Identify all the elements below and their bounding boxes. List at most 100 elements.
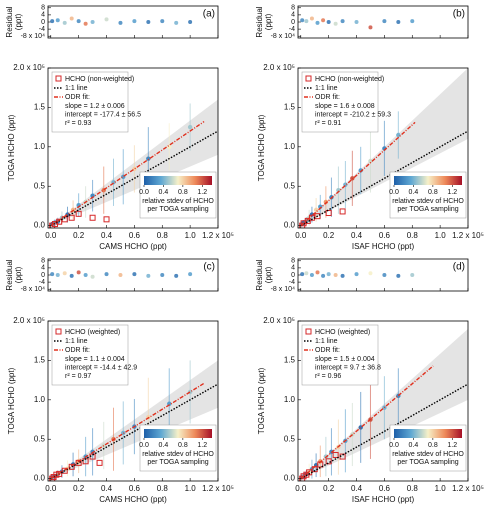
- x-tick-label: 0.0: [295, 484, 307, 493]
- x-tick-label: 0.8: [407, 231, 419, 240]
- y-tick-label: 1.5: [284, 103, 296, 112]
- x-tick-label: 1.0: [435, 484, 447, 493]
- x-tick-label: 0.6: [129, 484, 141, 493]
- residual-tick-label: -4: [39, 26, 45, 33]
- residual-tick-label: 8: [41, 5, 45, 12]
- legend-box: [51, 324, 129, 386]
- colorbar-tick-label: 1.2: [197, 189, 207, 196]
- x-tick-label: 0.8: [157, 231, 169, 240]
- panel: 840-4-8 x 10⁴ Residual (ppt) 0.0 0.2 0.4 0.6 0.…: [5, 5, 234, 251]
- colorbar-label: per TOGA sampling: [397, 459, 458, 466]
- highlight-point: [325, 210, 332, 217]
- x-tick-label: 0.4: [101, 484, 113, 493]
- confidence-band: [300, 68, 468, 226]
- highlight-point: [56, 470, 63, 477]
- residual-point: [354, 20, 359, 24]
- colorbar-tick-label: 0.8: [428, 442, 438, 449]
- residual-point: [188, 20, 193, 24]
- point: [187, 124, 193, 130]
- colorbar-tick-label: 0.4: [409, 442, 419, 449]
- legend-label: HCHO (weighted): [315, 329, 370, 336]
- residual-point: [160, 273, 165, 277]
- legend-box: [51, 71, 129, 133]
- plot-frame: [47, 67, 219, 229]
- residual-tick-label: -4: [289, 26, 295, 33]
- residual-point: [104, 17, 109, 22]
- residual-point: [104, 272, 109, 277]
- residual-tick-label: 0: [41, 272, 45, 279]
- legend-box: [301, 324, 379, 386]
- residual-point: [321, 273, 326, 278]
- residual-point: [174, 20, 179, 25]
- x-tick-label: 1.2 x 10⁵: [202, 231, 234, 240]
- y-tick-label: 0.0: [34, 474, 46, 483]
- colorbar-tick-label: 0.0: [389, 189, 399, 196]
- residual-point: [76, 270, 81, 275]
- y-axis-label: TOGA HCHO (ppt): [7, 114, 16, 181]
- legend-label: HCHO (non-weighted): [315, 76, 384, 83]
- residual-axis-label: (ppt): [14, 266, 23, 283]
- legend-label: 1:1 line: [65, 85, 88, 92]
- y-tick-label: 1.0: [34, 142, 46, 151]
- residual-tick-label: -8 x 10⁴: [21, 286, 45, 293]
- y-tick-label: 0.5: [34, 181, 46, 190]
- residual-point: [309, 16, 314, 21]
- y-tick-label: 0.0: [34, 221, 46, 230]
- residual-point: [76, 19, 81, 24]
- y-tick-label: 1.0: [34, 395, 46, 404]
- legend-marker: [305, 75, 312, 82]
- highlight-point: [325, 458, 332, 465]
- x-axis-label: CAMS HCHO (ppt): [99, 242, 167, 251]
- one-to-one-line: [50, 130, 218, 227]
- residual-point: [321, 18, 326, 23]
- legend-label: ODR fit:: [65, 94, 90, 101]
- residual-tick-label: -8 x 10⁴: [271, 33, 295, 40]
- legend-label: 1:1 line: [315, 85, 338, 92]
- point: [368, 158, 373, 164]
- colorbar-label: relative stdev of HCHO: [392, 198, 464, 205]
- fit-line: [50, 121, 205, 227]
- highlight-point: [89, 214, 96, 221]
- panel: 840-4-8 x 10⁴ Residual (ppt) 0.0 0.2 0.4 0.6 0.…: [255, 258, 484, 504]
- fit-stat: slope = 1.1 ± 0.004: [65, 356, 125, 363]
- residual-tick-label: 4: [291, 12, 295, 19]
- residual-axis-label: (ppt): [14, 13, 23, 30]
- x-tick-label: 0.8: [407, 484, 419, 493]
- legend-label: HCHO (weighted): [65, 329, 120, 336]
- colorbar-label: per TOGA sampling: [397, 206, 458, 213]
- residual-point: [315, 270, 320, 275]
- fit-stat: r² = 0.93: [65, 120, 91, 127]
- fit-stat: intercept = -210.2 ± 59.3: [315, 111, 391, 118]
- y-tick-label: 0.0: [284, 474, 296, 483]
- residual-tick-label: 0: [291, 272, 295, 279]
- legend-marker: [55, 328, 62, 335]
- legend-marker: [305, 328, 312, 335]
- fit-stat: r² = 0.91: [315, 120, 341, 127]
- colorbar-label: per TOGA sampling: [147, 459, 208, 466]
- x-tick-label: 1.2 x 10⁵: [202, 484, 234, 493]
- x-tick-label: 0.4: [101, 231, 113, 240]
- residual-point: [304, 19, 309, 24]
- residual-tick-label: 0: [41, 19, 45, 26]
- x-tick-label: 0.6: [379, 231, 391, 240]
- plot-frame: [47, 320, 219, 482]
- x-tick-label: 0.8: [157, 484, 169, 493]
- colorbar-label: relative stdev of HCHO: [142, 451, 214, 458]
- colorbar-tick-label: 0.8: [178, 442, 188, 449]
- x-tick-label: 0.6: [129, 231, 141, 240]
- legend-label: ODR fit:: [315, 94, 340, 101]
- y-tick-label: 2.0 x 10⁵: [13, 63, 45, 72]
- plot-area: [49, 99, 218, 228]
- x-tick-label: 0.4: [351, 484, 363, 493]
- y-tick-label: 2.0 x 10⁵: [263, 316, 295, 325]
- y-axis-label: TOGA HCHO (ppt): [257, 114, 266, 181]
- colorbar-tick-label: 0.0: [389, 442, 399, 449]
- one-to-one-line: [50, 383, 218, 480]
- y-tick-label: 1.0: [284, 142, 296, 151]
- legend-box: [301, 71, 379, 133]
- residual-point: [300, 18, 305, 23]
- residual-tick-label: 8: [291, 258, 295, 265]
- plot-area: [299, 328, 468, 481]
- y-tick-label: 1.5: [284, 356, 296, 365]
